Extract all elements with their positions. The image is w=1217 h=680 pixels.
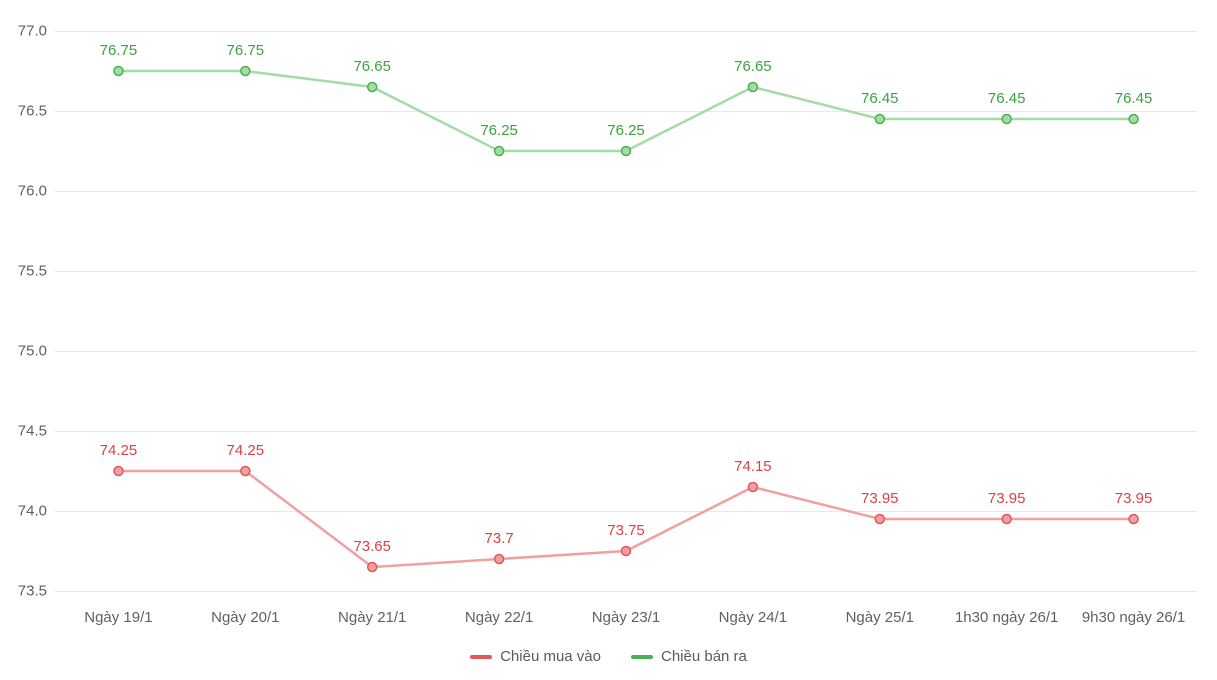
data-label-sell: 76.45 bbox=[861, 90, 899, 107]
data-label-sell: 76.75 bbox=[227, 42, 265, 59]
plot-area bbox=[0, 0, 1217, 680]
data-point-buy bbox=[875, 515, 884, 524]
data-point-sell bbox=[1129, 115, 1138, 124]
data-label-buy: 73.7 bbox=[485, 530, 514, 547]
data-point-buy bbox=[1002, 515, 1011, 524]
data-label-sell: 76.65 bbox=[734, 58, 772, 75]
data-point-sell bbox=[748, 83, 757, 92]
data-point-sell bbox=[622, 147, 631, 156]
data-point-sell bbox=[114, 67, 123, 76]
data-label-sell: 76.45 bbox=[988, 90, 1026, 107]
legend-swatch-sell bbox=[631, 655, 653, 659]
data-label-sell: 76.75 bbox=[100, 42, 138, 59]
legend-label-sell: Chiều bán ra bbox=[661, 648, 747, 665]
data-label-buy: 73.95 bbox=[988, 490, 1026, 507]
data-point-sell bbox=[875, 115, 884, 124]
data-label-buy: 74.25 bbox=[227, 442, 265, 459]
data-label-buy: 73.95 bbox=[1115, 490, 1153, 507]
data-point-buy bbox=[241, 467, 250, 476]
series-line-sell bbox=[118, 71, 1133, 151]
data-point-buy bbox=[1129, 515, 1138, 524]
data-label-sell: 76.45 bbox=[1115, 90, 1153, 107]
data-point-buy bbox=[622, 547, 631, 556]
legend-item-sell: Chiều bán ra bbox=[631, 648, 747, 665]
legend: Chiều mua vào Chiều bán ra bbox=[0, 648, 1217, 665]
price-line-chart: 73.574.074.575.075.576.076.577.0 Ngày 19… bbox=[0, 0, 1217, 680]
data-point-sell bbox=[368, 83, 377, 92]
legend-label-buy: Chiều mua vào bbox=[500, 648, 601, 665]
data-label-sell: 76.25 bbox=[607, 122, 645, 139]
data-point-buy bbox=[748, 483, 757, 492]
data-label-sell: 76.65 bbox=[353, 58, 391, 75]
data-point-sell bbox=[241, 67, 250, 76]
data-label-sell: 76.25 bbox=[480, 122, 518, 139]
data-label-buy: 74.15 bbox=[734, 458, 772, 475]
data-label-buy: 73.95 bbox=[861, 490, 899, 507]
legend-item-buy: Chiều mua vào bbox=[470, 648, 601, 665]
data-point-buy bbox=[368, 563, 377, 572]
data-point-buy bbox=[495, 555, 504, 564]
data-label-buy: 73.65 bbox=[353, 538, 391, 555]
legend-swatch-buy bbox=[470, 655, 492, 659]
data-label-buy: 74.25 bbox=[100, 442, 138, 459]
data-point-sell bbox=[1002, 115, 1011, 124]
data-point-buy bbox=[114, 467, 123, 476]
data-point-sell bbox=[495, 147, 504, 156]
data-label-buy: 73.75 bbox=[607, 522, 645, 539]
